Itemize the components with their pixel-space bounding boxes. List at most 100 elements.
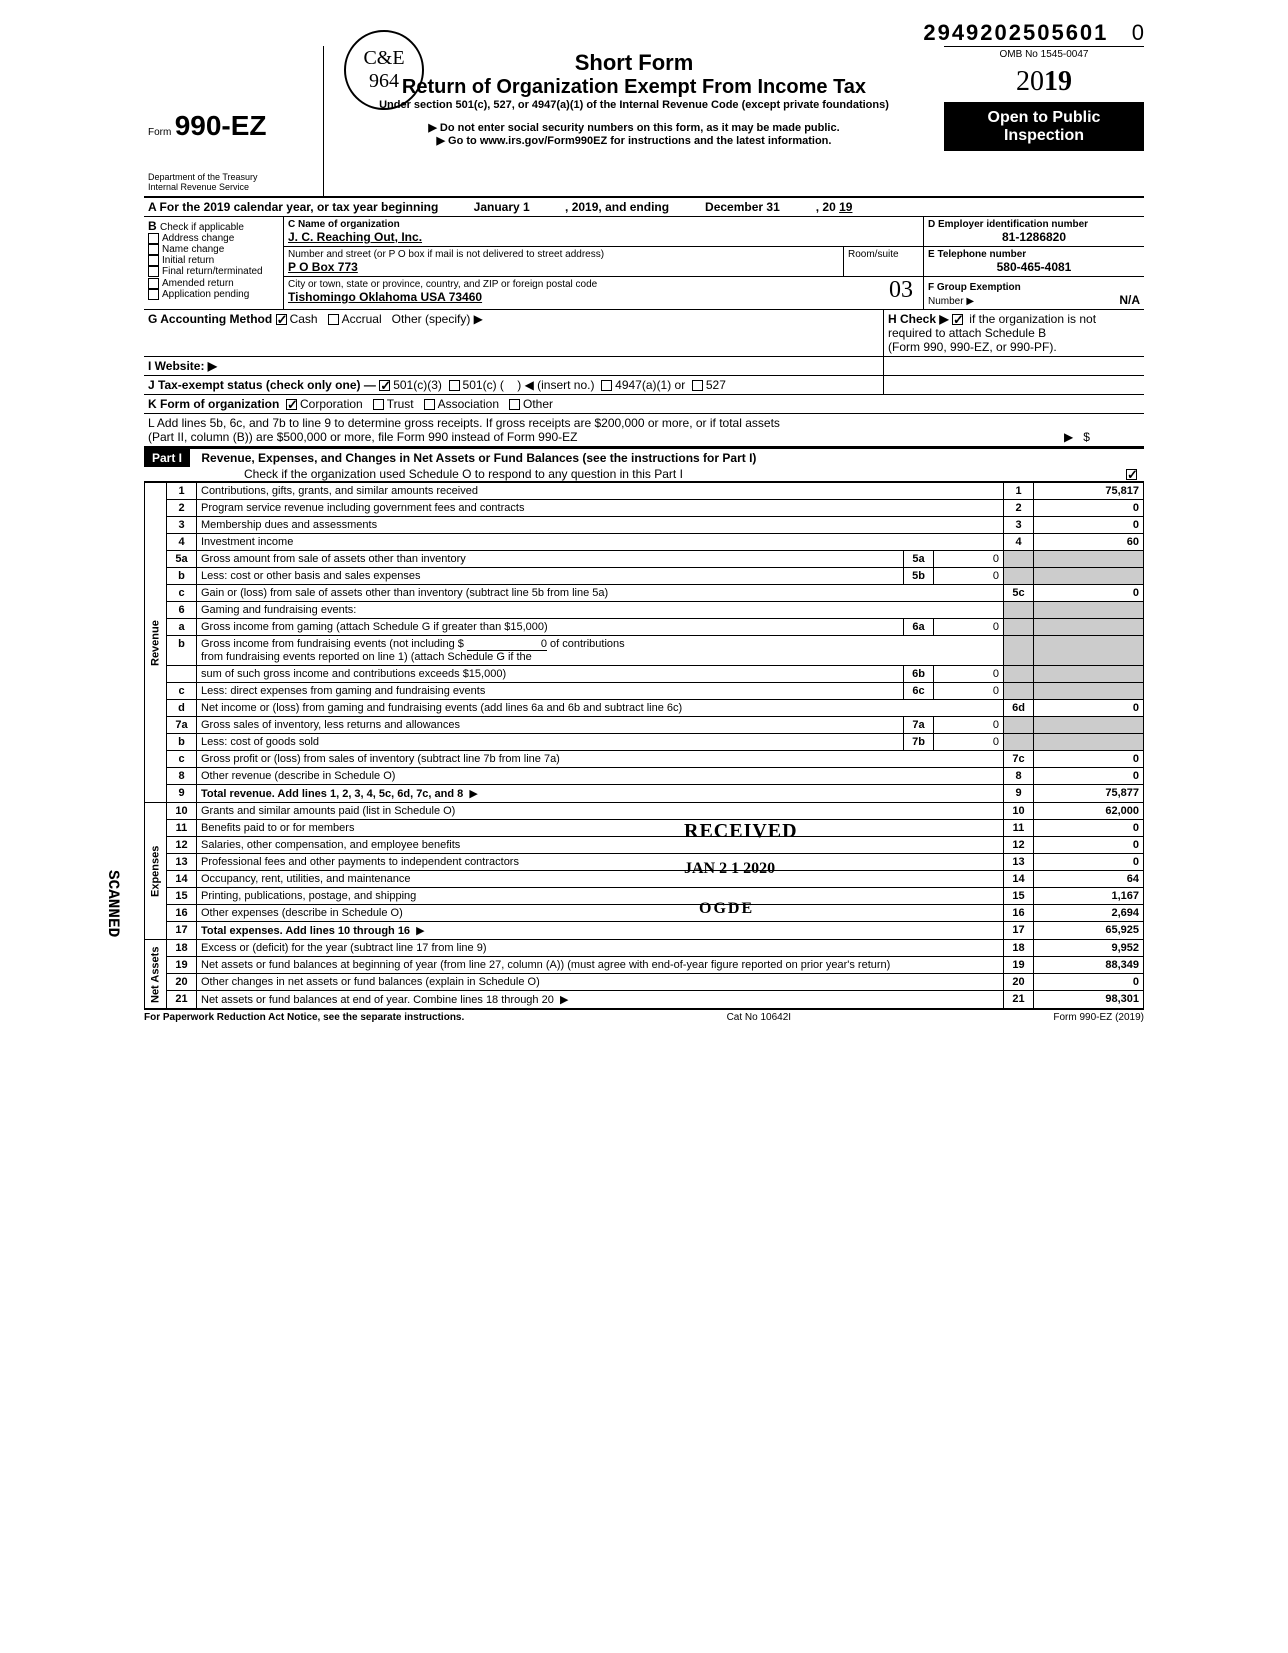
under-section: Under section 501(c), 527, or 4947(a)(1)… xyxy=(332,99,936,111)
ln8-amt: 0 xyxy=(1034,768,1144,785)
ln11-ref: 11 xyxy=(1004,820,1034,837)
scanned-stamp: SCANNED xyxy=(104,870,122,937)
ogde-stamp: OGDE xyxy=(699,900,754,918)
ln5c-num: c xyxy=(167,585,197,602)
ln17-num: 17 xyxy=(167,922,197,940)
part1-table: Revenue 1 Contributions, gifts, grants, … xyxy=(144,482,1144,1009)
opt-other-org: Other xyxy=(523,397,553,411)
checkbox-501c[interactable] xyxy=(449,380,460,391)
ln6a-text: Gross income from gaming (attach Schedul… xyxy=(201,621,548,633)
ln7a-sub: 7a xyxy=(904,717,934,734)
ln6-text: Gaming and fundraising events: xyxy=(201,604,356,616)
checkbox-application-pending[interactable] xyxy=(148,289,159,300)
ln15-text: Printing, publications, postage, and shi… xyxy=(201,890,416,902)
ln7a-num: 7a xyxy=(167,717,197,734)
ln14-ref: 14 xyxy=(1004,871,1034,888)
ln3-amt: 0 xyxy=(1034,517,1144,534)
ln9-num: 9 xyxy=(167,785,197,803)
checkbox-final-return[interactable] xyxy=(148,266,159,277)
checkbox-address-change[interactable] xyxy=(148,233,159,244)
opt-association: Association xyxy=(438,397,499,411)
group-number-value: N/A xyxy=(1119,293,1140,307)
checkbox-accrual[interactable] xyxy=(328,314,339,325)
opt-501c: 501(c) ( xyxy=(463,378,504,392)
checkbox-corporation[interactable] xyxy=(286,399,297,410)
ln9-amt: 75,877 xyxy=(1034,785,1144,803)
checkbox-501c3[interactable] xyxy=(379,380,390,391)
opt-501c-insert: ) ◀ (insert no.) xyxy=(517,378,594,392)
ln18-amt: 9,952 xyxy=(1034,940,1144,957)
section-netassets: Net Assets xyxy=(145,940,167,1009)
ln2-text: Program service revenue including govern… xyxy=(201,502,524,514)
ln5c-amt: 0 xyxy=(1034,585,1144,602)
ln20-num: 20 xyxy=(167,974,197,991)
section-revenue: Revenue xyxy=(145,483,167,803)
stamp-top: C&E xyxy=(363,47,404,70)
dln-suffix: 0 xyxy=(1132,20,1144,45)
ln5b-text: Less: cost or other basis and sales expe… xyxy=(201,570,421,582)
street-label: Number and street (or P O box if mail is… xyxy=(288,249,839,260)
ln13-text: Professional fees and other payments to … xyxy=(201,856,519,868)
group-number-label: Number ▶ xyxy=(928,296,974,307)
ln6a-subamt: 0 xyxy=(934,619,1004,636)
opt-trust: Trust xyxy=(387,397,414,411)
checkbox-trust[interactable] xyxy=(373,399,384,410)
ln13-ref: 13 xyxy=(1004,854,1034,871)
checkbox-cash[interactable] xyxy=(276,314,287,325)
opt-accrual: Accrual xyxy=(342,312,382,326)
ln6b-text1b: of contributions xyxy=(550,638,625,650)
dln-number: 2949202505601 xyxy=(923,20,1108,45)
org-name-label: C Name of organization xyxy=(288,219,919,230)
opt-final-return: Final return/terminated xyxy=(162,267,263,278)
section-expenses: Expenses xyxy=(145,803,167,940)
ln20-text: Other changes in net assets or fund bala… xyxy=(201,976,540,988)
ln7b-num: b xyxy=(167,734,197,751)
ln5b-sub: 5b xyxy=(904,568,934,585)
ln13-amt: 0 xyxy=(1034,854,1144,871)
ln20-ref: 20 xyxy=(1004,974,1034,991)
checkbox-amended-return[interactable] xyxy=(148,278,159,289)
checkbox-schedule-b[interactable] xyxy=(952,314,963,325)
ln1-num: 1 xyxy=(167,483,197,500)
line-l-text1: L Add lines 5b, 6c, and 7b to line 9 to … xyxy=(148,416,1140,430)
org-name: J. C. Reaching Out, Inc. xyxy=(288,230,919,244)
form-header: Form 990-EZ Department of the Treasury I… xyxy=(144,46,1144,198)
ln6-num: 6 xyxy=(167,602,197,619)
line-a-mid: , 2019, and ending xyxy=(565,200,669,214)
ln10-text: Grants and similar amounts paid (list in… xyxy=(201,805,455,817)
ln10-num: 10 xyxy=(167,803,197,820)
ln7c-num: c xyxy=(167,751,197,768)
checkbox-initial-return[interactable] xyxy=(148,255,159,266)
ln4-num: 4 xyxy=(167,534,197,551)
ln6a-num: a xyxy=(167,619,197,636)
footer-left: For Paperwork Reduction Act Notice, see … xyxy=(144,1012,464,1023)
checkbox-schedule-o[interactable] xyxy=(1126,469,1137,480)
checkbox-4947[interactable] xyxy=(601,380,612,391)
ln19-ref: 19 xyxy=(1004,957,1034,974)
inspection: Inspection xyxy=(950,127,1138,145)
ln21-text: Net assets or fund balances at end of ye… xyxy=(201,994,554,1006)
line-a: A For the 2019 calendar year, or tax yea… xyxy=(144,198,1144,217)
ln21-amt: 98,301 xyxy=(1034,991,1144,1009)
line-a-suffix: , 20 xyxy=(816,200,836,214)
ln8-text: Other revenue (describe in Schedule O) xyxy=(201,770,395,782)
ln19-num: 19 xyxy=(167,957,197,974)
stamp-bottom: 964 xyxy=(369,70,399,93)
checkbox-527[interactable] xyxy=(692,380,703,391)
ln6c-num: c xyxy=(167,683,197,700)
opt-corporation: Corporation xyxy=(300,397,363,411)
line-a-label: A For the 2019 calendar year, or tax yea… xyxy=(148,200,438,214)
phone-value: 580-465-4081 xyxy=(928,260,1140,274)
ein-value: 81-1286820 xyxy=(928,230,1140,244)
part1-check-line: Check if the organization used Schedule … xyxy=(244,467,683,481)
ln6d-text: Net income or (loss) from gaming and fun… xyxy=(201,702,682,714)
ln6b-num: b xyxy=(167,636,197,666)
form-number: 990-EZ xyxy=(175,110,267,141)
checkbox-association[interactable] xyxy=(424,399,435,410)
tax-exempt-label: J Tax-exempt status (check only one) — xyxy=(148,378,376,392)
ssn-warning: ▶ Do not enter social security numbers o… xyxy=(332,121,936,134)
opt-amended-return: Amended return xyxy=(162,278,234,289)
checkbox-name-change[interactable] xyxy=(148,244,159,255)
checkbox-other-org[interactable] xyxy=(509,399,520,410)
ln13-num: 13 xyxy=(167,854,197,871)
